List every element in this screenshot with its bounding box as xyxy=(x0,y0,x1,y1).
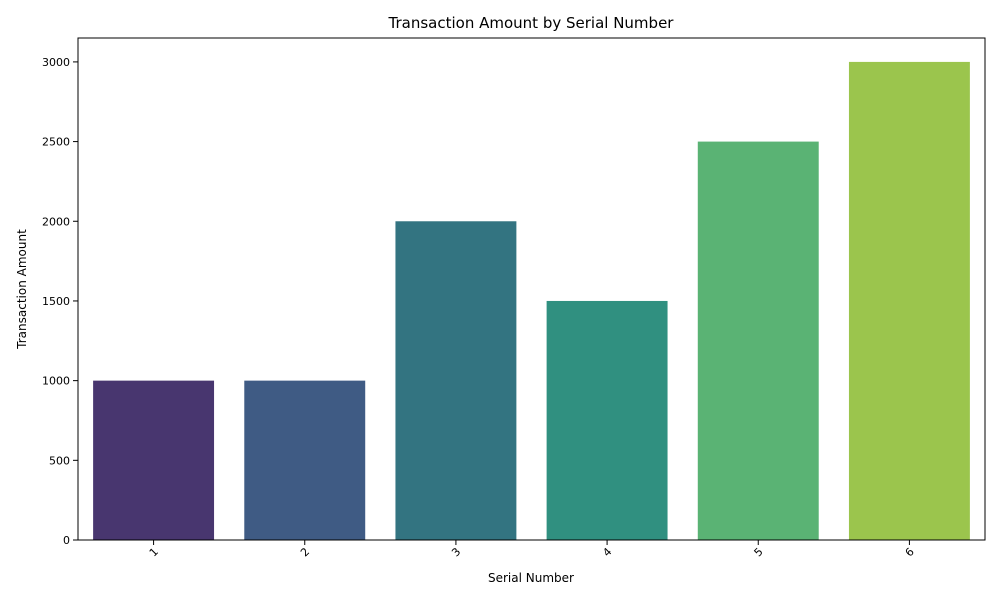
bar-2 xyxy=(244,380,366,540)
plot-frame xyxy=(77,37,986,541)
y-tick-label: 0 xyxy=(63,534,70,547)
y-tick-label: 500 xyxy=(49,454,70,467)
x-tick-label: 3 xyxy=(449,545,463,559)
x-tick-label: 5 xyxy=(752,545,766,559)
x-tick-label: 2 xyxy=(298,545,312,559)
bar-6 xyxy=(848,61,970,541)
x-tick-label: 1 xyxy=(147,545,161,559)
x-axis-ticks: 1 2 3 4 5 6 xyxy=(147,540,917,559)
x-tick-label: 6 xyxy=(903,545,917,559)
y-tick-label: 2000 xyxy=(42,215,70,228)
bars-group xyxy=(93,61,970,541)
y-tick-label: 2500 xyxy=(42,136,70,149)
bar-5 xyxy=(697,141,819,541)
x-tick-label: 4 xyxy=(600,545,614,559)
y-axis-ticks: 0 500 1000 1500 2000 2500 3000 xyxy=(42,56,78,547)
y-axis-label: Transaction Amount xyxy=(15,229,29,350)
bar-3 xyxy=(395,221,517,540)
y-tick-label: 1500 xyxy=(42,295,70,308)
y-tick-label: 1000 xyxy=(42,375,70,388)
chart-title: Transaction Amount by Serial Number xyxy=(388,14,675,32)
x-axis-label: Serial Number xyxy=(488,571,574,585)
bar-1 xyxy=(93,380,215,540)
y-tick-label: 3000 xyxy=(42,56,70,69)
bar-4 xyxy=(546,300,668,540)
